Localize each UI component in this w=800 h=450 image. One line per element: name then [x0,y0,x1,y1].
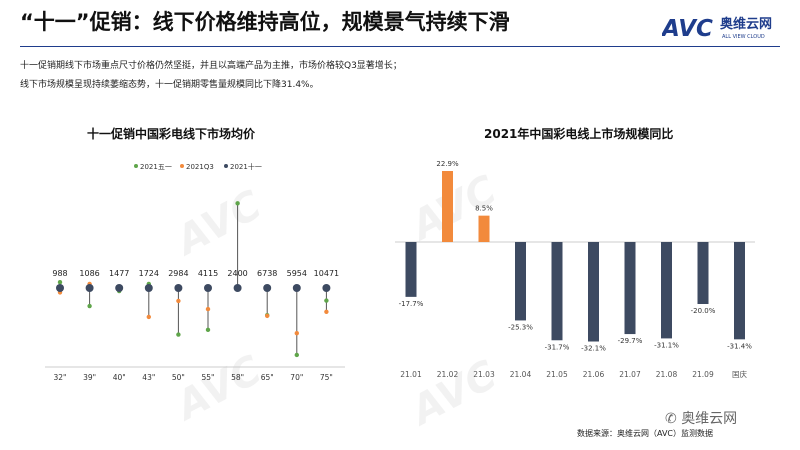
x-tick-label: 58" [231,373,244,382]
x-tick-label: 50" [172,373,185,382]
x-tick-label: 21.08 [656,370,678,379]
dot-point [87,303,92,309]
bar-value-label: -32.1% [581,345,606,353]
x-tick-label: 21.01 [400,370,422,379]
dot-point [56,284,64,292]
bar [697,242,709,304]
legend-label: 2021十一 [230,162,262,171]
bar [624,242,636,335]
bar [661,242,672,339]
legend-marker [180,164,184,168]
dot-point [205,327,211,333]
bar-value-label: -25.3% [508,323,533,331]
x-tick-label: 21.02 [437,370,459,379]
dot-point [205,306,211,312]
price-label: 5954 [287,269,307,278]
dot-point [263,284,272,292]
dot-point [324,309,329,314]
price-label: 1477 [109,269,129,278]
price-label: 10471 [314,269,339,278]
x-tick-label: 75" [320,373,333,382]
price-label: 2984 [168,269,188,278]
bar [588,242,599,342]
bar [405,242,417,297]
dot-point [233,284,242,292]
bar [551,242,563,341]
x-tick-label: 65" [261,373,274,382]
bar-value-label: -17.7% [399,300,424,308]
summary-line-1: 十一促销期线下市场重点尺寸价格仍然坚挺，并且以高端产品为主推，市场价格较Q3显著… [20,61,402,71]
avc-logo: AVC 奥维云网 ALL VIEW CLOUD [662,16,772,42]
legend-label: 2021五一 [140,163,172,171]
bar [478,215,490,242]
dot-point [85,284,94,292]
bar [515,242,526,321]
x-tick-label: 70" [290,373,303,382]
bar-value-label: 8.5% [475,205,493,213]
x-tick-label: 43" [142,373,155,382]
x-tick-label: 40" [113,373,126,382]
page-title: “十一”促销：线下价格维持高位，规模景气持续下滑 [20,10,510,34]
legend-label: 2021Q3 [186,163,214,171]
x-tick-label: 21.09 [692,370,714,379]
x-tick-label: 55" [202,373,215,382]
bar-value-label: -29.7% [618,337,643,345]
x-tick-label: 32" [54,373,67,382]
bar [442,171,453,242]
logo-subtitle: ALL VIEW CLOUD [722,34,765,40]
bar-value-label: -31.1% [654,341,679,349]
dot-point [144,284,153,292]
price-label: 4115 [198,269,218,278]
legend-marker [224,164,228,168]
dot-point [294,331,299,336]
left-chart-title: 十一促销中国彩电线下市场均价 [87,127,256,141]
x-tick-label: 21.06 [583,370,605,379]
dot-point [235,201,240,206]
x-tick-label: 21.04 [510,370,532,379]
dot-point [176,332,181,337]
dot-point [292,284,301,292]
bar [734,242,745,340]
x-tick-label: 21.05 [546,370,568,379]
header-divider [20,46,780,47]
legend-marker [134,164,138,168]
wechat-watermark: ✆ 奥维云网 [665,408,737,428]
x-tick-label: 39" [83,373,96,382]
price-label: 2400 [227,269,247,278]
dot-point [204,284,212,292]
data-source-note: 数据来源：奥维云网（AVC）监测数据 [577,429,714,438]
bar-value-label: 22.9% [436,160,459,168]
price-label: 988 [52,269,67,278]
dot-point [146,314,151,320]
dot-point [174,284,183,292]
dot-point [57,280,63,285]
right-chart-title: 2021年中国彩电线上市场规模同比 [484,127,674,141]
logo-chinese-name: 奥维云网 [720,16,772,32]
logo-text: AVC [662,16,713,42]
dot-point [265,313,270,319]
wechat-account-name: 奥维云网 [681,411,738,427]
dot-point [176,298,181,304]
x-tick-label: 21.03 [473,370,495,379]
wechat-icon: ✆ [665,411,677,427]
price-label: 6738 [257,269,277,278]
dot-point [322,284,331,292]
x-tick-label: 21.07 [619,370,641,379]
price-label: 1724 [139,269,159,278]
summary-line-2: 线下市场规模呈现持续萎缩态势，十一促销期零售量规模同比下降31.4%。 [20,80,319,90]
dot-point [294,352,299,358]
dot-point [324,298,329,303]
bar-value-label: -20.0% [691,307,716,315]
bar-value-label: -31.7% [545,343,570,351]
x-tick-label: 国庆 [732,369,747,379]
price-label: 1086 [79,269,99,278]
bar-value-label: -31.4% [727,342,752,350]
dot-point [115,284,124,292]
